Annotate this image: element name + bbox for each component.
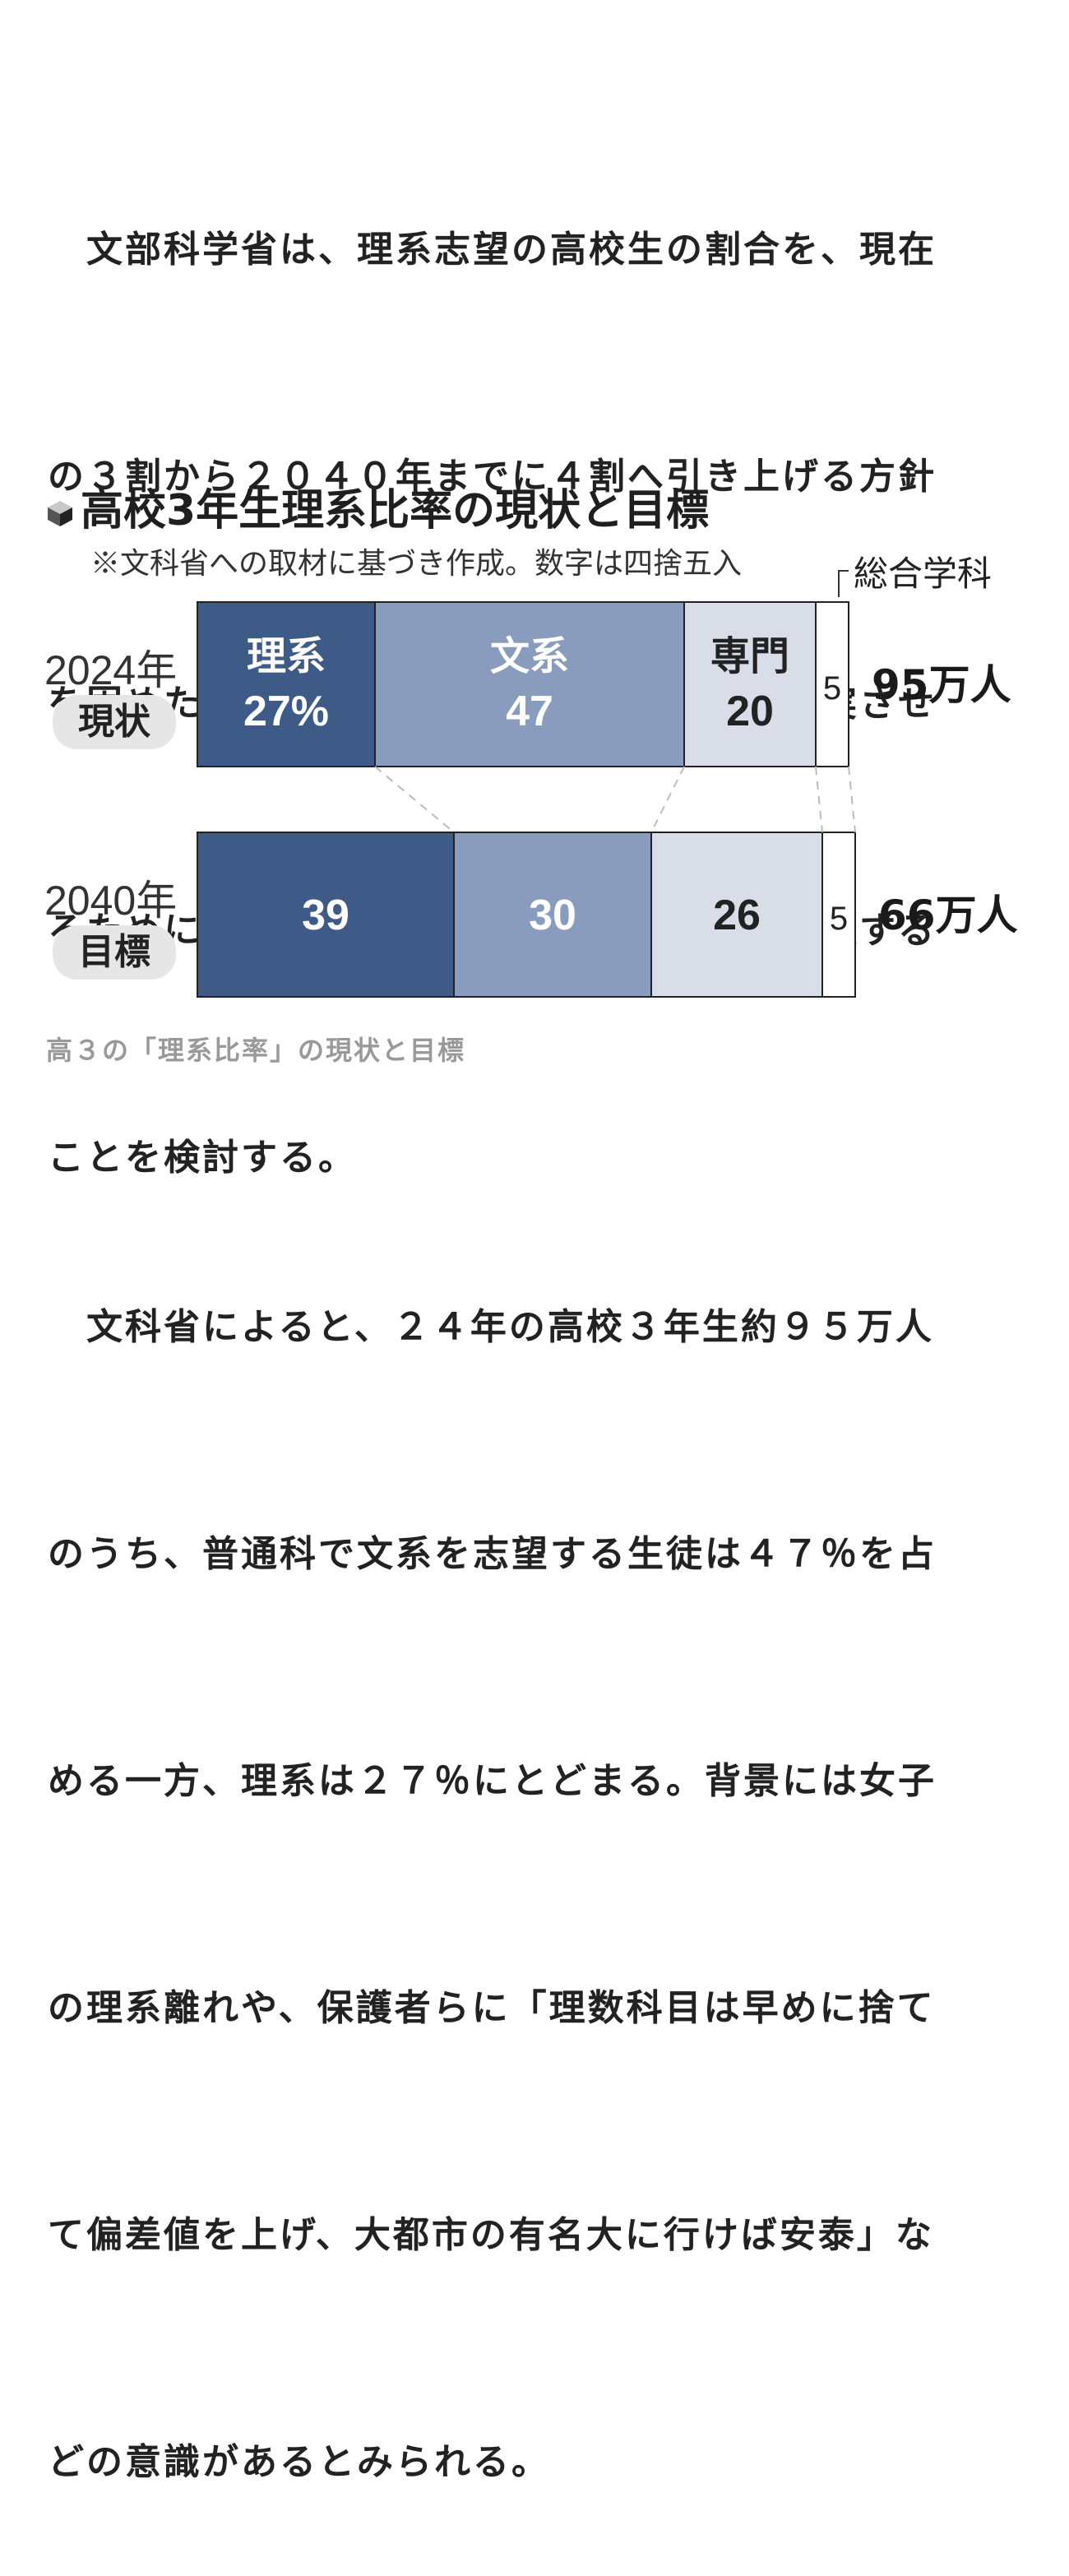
bar-segment-1-3 xyxy=(821,832,856,998)
article-paragraph-2: 文科省によると、２４年の高校３年生約９５万人 のうち、普通科で文系を志望する生徒… xyxy=(48,1138,1022,2576)
segment-callout-bracket xyxy=(838,570,849,597)
segment-value-label: 47 xyxy=(506,688,553,735)
row-total-label: 66万人 xyxy=(878,892,1018,939)
paragraph-line: どの意識があるとみられる。 xyxy=(48,2441,550,2483)
bar-segment-0-1 xyxy=(374,601,685,767)
bar-segment-0-0 xyxy=(197,601,376,767)
connector-line xyxy=(848,766,856,833)
connector-line xyxy=(815,766,823,833)
paragraph-line: める一方、理系は２７％にとどまる。背景には女子 xyxy=(48,1760,937,1802)
chart-note: ※文科省への取材に基づき作成。数字は四捨五入 xyxy=(90,547,743,581)
connector-line xyxy=(650,766,685,833)
chart-title: 高校3年生理系比率の現状と目標 xyxy=(46,475,709,537)
bar-segment-1-2 xyxy=(650,832,823,998)
paragraph-line: 文部科学省は、理系志望の高校生の割合を、現在 xyxy=(48,229,937,271)
row-year-2024: 2024年 xyxy=(44,647,178,693)
paragraph-line: の３割から２０４０年までに４割へ引き上げる方針 xyxy=(48,456,937,498)
chart-title-text: 高校3年生理系比率の現状と目標 xyxy=(81,486,710,535)
bar-segment-1-1 xyxy=(453,832,652,998)
row-total-label: 95万人 xyxy=(872,661,1011,709)
row-tag-target: 目標 xyxy=(53,925,176,980)
chart-caption: 高３の「理系比率」の現状と目標 xyxy=(46,1035,466,1066)
connector-line xyxy=(374,766,455,833)
segment-value-label: 27% xyxy=(243,688,329,735)
segment-value-label: 26 xyxy=(713,892,761,939)
paragraph-line: て偏差値を上げ、大都市の有名大に行けば安泰」な xyxy=(48,2214,934,2256)
cube-icon xyxy=(48,501,72,526)
bar-segment-0-2 xyxy=(683,601,817,767)
segment-value-label: 39 xyxy=(302,892,349,939)
segment-category-label: 文系 xyxy=(490,633,569,679)
paragraph-line: のうち、普通科で文系を志望する生徒は４７％を占 xyxy=(48,1533,937,1575)
segment-category-label: 専門 xyxy=(710,633,789,679)
stacked-bar-chart: 理系 27% 文系 47 専門 20 5 95万人 39 30 26 5 66万人 総合学科 xyxy=(197,554,1018,998)
row-year-2040: 2040年 xyxy=(44,878,178,924)
segment-value-label: 30 xyxy=(529,892,576,939)
segment-value-label: 5 xyxy=(823,670,841,707)
segment-callout-label: 総合学科 xyxy=(854,554,992,594)
segment-value-label: 20 xyxy=(726,688,774,735)
bar-segment-0-3 xyxy=(815,601,849,767)
segment-value-label: 5 xyxy=(830,901,848,937)
paragraph-line: ことを検討する。 xyxy=(48,1137,357,1179)
paragraph-line: の理系離れや、保護者らに「理数科目は早めに捨て xyxy=(48,1987,936,2029)
segment-category-label: 理系 xyxy=(247,633,326,679)
paragraph-line: 文科省によると、２４年の高校３年生約９５万人 xyxy=(48,1306,934,1348)
row-tag-current: 現状 xyxy=(53,695,176,749)
